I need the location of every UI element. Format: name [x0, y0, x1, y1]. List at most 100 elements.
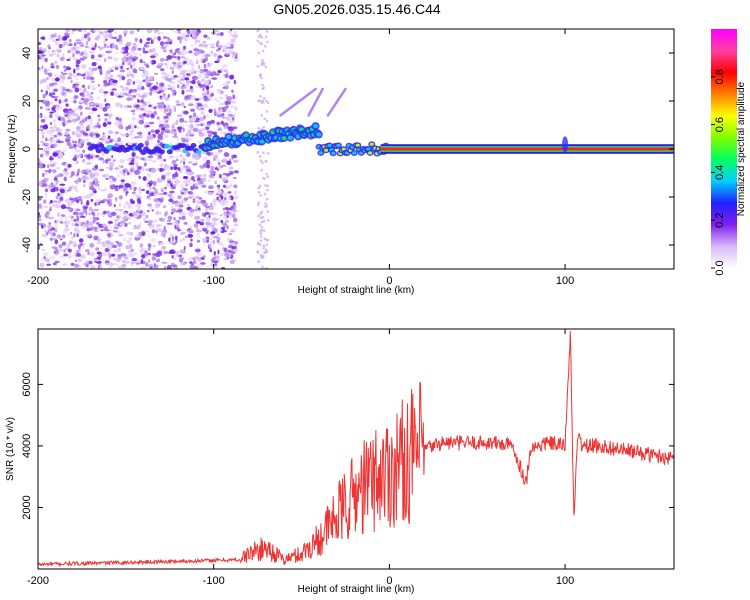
- spectrogram-noise-point: [105, 177, 109, 180]
- spectrogram-noise-point: [57, 116, 61, 121]
- spectrogram-noise-point: [89, 173, 96, 179]
- spectrogram-noise-point: [212, 131, 217, 136]
- spectrogram-noise-point: [192, 153, 198, 158]
- spectrogram-noise-point: [223, 258, 228, 261]
- spectrogram-noise-point: [63, 36, 67, 41]
- spectrogram-noise-point: [75, 77, 79, 80]
- spectrogram-noise-point: [226, 96, 233, 101]
- spectrogram-noise-point: [177, 31, 180, 34]
- spectrogram-noise-point: [195, 220, 201, 224]
- spectrogram-noise-point: [97, 65, 102, 70]
- spectrogram-noise-point: [139, 248, 145, 253]
- spectrogram-noise-point: [206, 64, 209, 69]
- spectrogram-noise-point: [122, 260, 126, 263]
- spectrogram-noise-point: [106, 70, 111, 74]
- spectrogram-noise-point: [130, 73, 133, 77]
- spectrogram-noise-point: [98, 106, 103, 109]
- spectrogram-noise-point: [98, 118, 101, 122]
- spectrogram-noise-point: [263, 117, 267, 121]
- spectrogram-noise-point: [201, 92, 208, 97]
- spectrogram-noise-point: [263, 192, 267, 196]
- spectrogram-noise-point: [39, 106, 43, 110]
- spectrogram-noise-point: [110, 243, 113, 246]
- spectrogram-noise-point: [190, 88, 194, 93]
- spectrogram-noise-point: [118, 195, 123, 200]
- spectrogram-noise-point: [183, 57, 189, 61]
- spectrogram-noise-point: [197, 176, 200, 179]
- spectrogram-noise-point: [54, 239, 58, 245]
- spectrogram-noise-point: [186, 152, 191, 158]
- spectrogram-noise-point: [81, 93, 85, 98]
- spectrogram-noise-point: [72, 207, 77, 212]
- spectrogram-noise-point: [205, 85, 210, 90]
- spectrogram-noise-point: [191, 67, 194, 72]
- spectrogram-noise-point: [156, 157, 161, 160]
- spectrogram-noise-point: [205, 70, 211, 75]
- spectrogram-noise-point: [193, 223, 199, 228]
- spectrogram-noise-point: [44, 171, 49, 175]
- spectrogram-noise-point: [225, 173, 231, 177]
- spectrogram-noise-point: [133, 215, 139, 219]
- spectrogram-noise-point: [126, 191, 129, 194]
- spectrogram-noise-point: [170, 182, 173, 186]
- spectrogram-noise-point: [99, 168, 104, 172]
- spectrogram-noise-point: [90, 122, 93, 126]
- spectrogram-noise-point: [179, 38, 182, 44]
- spectrogram-noise-point: [100, 189, 106, 192]
- spectrogram-noise-point: [92, 214, 96, 217]
- spectrogram-noise-point: [72, 157, 77, 162]
- spectrogram-noise-point: [203, 173, 207, 177]
- spectrogram-noise-point: [263, 45, 267, 48]
- spectrogram-noise-point: [82, 244, 85, 248]
- spectrogram-noise-point: [194, 77, 198, 80]
- spectrogram-noise-point: [224, 73, 229, 79]
- spectrogram-noise-point: [199, 73, 202, 79]
- spectrogram-noise-point: [74, 107, 80, 111]
- spectrogram-noise-point: [132, 211, 137, 216]
- spectrogram-noise-point: [137, 83, 142, 89]
- spectrogram-noise-point: [74, 29, 81, 32]
- spectrogram-noise-point: [91, 188, 97, 191]
- spectrogram-noise-point: [79, 152, 83, 158]
- spectrogram-noise-point: [204, 212, 210, 215]
- spectrogram-noise-point: [205, 114, 210, 118]
- spectrogram-noise-point: [90, 198, 94, 202]
- spectrogram-noise-point: [41, 179, 47, 183]
- spectrogram-noise-point: [50, 227, 56, 231]
- spectrogram-noise-point: [107, 49, 113, 53]
- spectrogram-noise-point: [208, 62, 212, 67]
- spectrogram-signal-point: [318, 151, 323, 155]
- spectrogram-noise-point: [109, 255, 112, 260]
- spectrogram-noise-point: [228, 49, 234, 54]
- spectrogram-noise-point: [162, 228, 167, 233]
- spectrogram-noise-point: [161, 261, 167, 264]
- spectrogram-noise-point: [110, 234, 114, 237]
- spectrogram-noise-point: [78, 121, 85, 126]
- spectrogram-noise-point: [92, 212, 95, 215]
- spectrogram-noise-point: [108, 175, 114, 179]
- spectrogram-noise-point: [177, 100, 180, 104]
- spectrogram-noise-point: [81, 175, 87, 180]
- spectrogram-noise-point: [77, 168, 81, 174]
- colorbar-label: Normalized spectral amplitude: [736, 81, 747, 216]
- spectrogram-noise-point: [108, 241, 114, 245]
- spectrogram-noise-point: [84, 45, 89, 48]
- spectrogram-noise-point: [112, 36, 118, 40]
- spectrogram-noise-point: [208, 214, 211, 219]
- spectrogram-noise-point: [76, 252, 81, 257]
- spectrogram-signal-point: [158, 149, 165, 155]
- spectrogram-noise-point: [40, 89, 43, 93]
- spectrogram-noise-point: [85, 260, 89, 265]
- spectrogram-noise-point: [38, 222, 43, 226]
- spectrogram-noise-point: [186, 29, 190, 32]
- spectrogram-noise-point: [114, 66, 119, 71]
- spectrogram-noise-point: [256, 203, 260, 206]
- spectrogram-noise-point: [45, 216, 51, 220]
- spectrogram-noise-point: [211, 222, 215, 226]
- spectrogram-noise-point: [161, 248, 166, 253]
- spectrogram-noise-point: [166, 183, 170, 187]
- spectrogram-noise-point: [38, 212, 41, 216]
- spectrogram-noise-point: [125, 42, 132, 46]
- spectrogram-noise-point: [135, 234, 140, 239]
- spectrogram-noise-point: [59, 196, 64, 202]
